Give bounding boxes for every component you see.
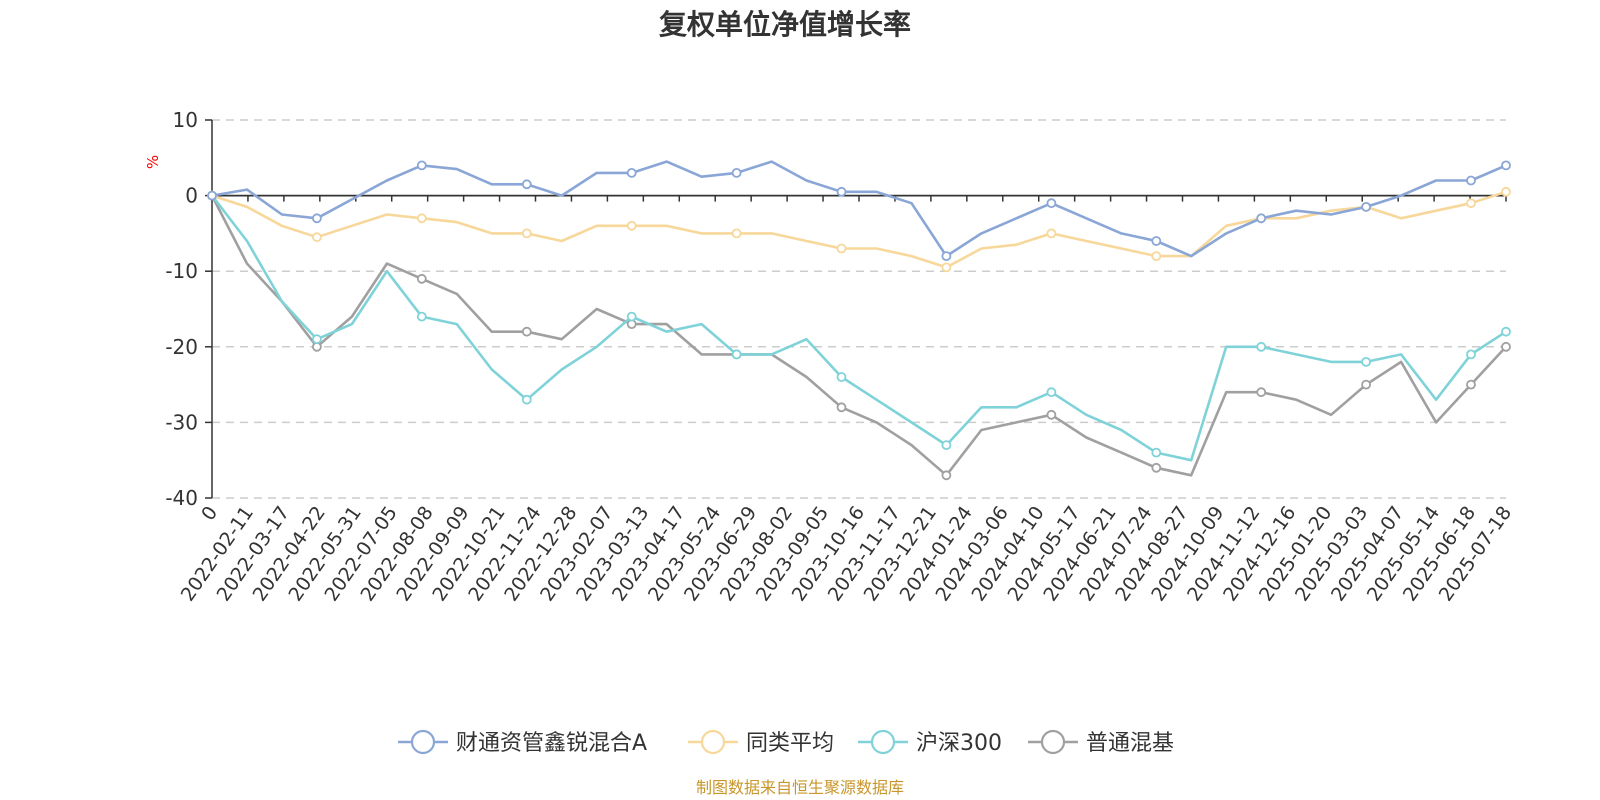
data-point: [1151, 447, 1162, 458]
data-point: [416, 311, 427, 322]
data-point: [416, 160, 427, 171]
data-point: [731, 167, 742, 178]
data-point: [1046, 387, 1057, 398]
x-tick-label: 0: [197, 502, 222, 525]
y-tick-label: -20: [165, 335, 198, 359]
data-point: [941, 251, 952, 262]
data-point: [1466, 198, 1476, 209]
legend-item[interactable]: 同类平均: [688, 729, 834, 756]
chart-title: 复权单位净值增长率: [659, 8, 911, 41]
data-point: [836, 402, 847, 413]
data-point: [1466, 175, 1476, 186]
data-point: [731, 228, 742, 239]
data-point: [1466, 349, 1476, 360]
data-point: [941, 262, 952, 273]
y-tick-label: -40: [165, 486, 198, 510]
data-point: [941, 470, 952, 481]
data-point: [626, 167, 637, 178]
data-point: [1501, 326, 1511, 337]
data-point: [521, 394, 532, 405]
y-axis-unit-label: %: [144, 155, 162, 169]
data-point: [416, 213, 427, 224]
data-point: [416, 273, 427, 284]
data-point: [1466, 379, 1476, 390]
legend-marker-icon: [700, 729, 726, 755]
data-point: [1361, 379, 1371, 390]
data-point: [1256, 341, 1267, 352]
data-point: [836, 186, 847, 197]
data-point: [1151, 462, 1162, 473]
series-line: [210, 195, 1507, 477]
legend-marker-icon: [410, 729, 436, 755]
legend-label: 普通混基: [1086, 731, 1174, 756]
data-point: [521, 179, 532, 190]
data-point: [1501, 160, 1511, 171]
data-point: [941, 440, 952, 451]
data-point: [1501, 341, 1511, 352]
legend-label: 沪深300: [916, 731, 1002, 756]
data-point: [731, 349, 742, 360]
series-line: [211, 190, 1507, 269]
data-point: [1361, 201, 1371, 212]
legend-item[interactable]: 财通资管鑫锐混合A: [398, 729, 647, 756]
data-point: [626, 311, 637, 322]
data-point: [626, 220, 637, 231]
data-point: [1361, 356, 1371, 367]
series-lines: [207, 160, 1511, 481]
y-tick-label: -30: [165, 410, 198, 434]
data-point: [521, 228, 532, 239]
y-tick-label: -10: [165, 259, 198, 283]
legend-marker-icon: [1040, 729, 1066, 755]
data-point: [311, 232, 322, 243]
series-line: [211, 160, 1507, 258]
data-point: [1046, 409, 1057, 420]
data-point: [1151, 236, 1162, 246]
data-point: [311, 334, 322, 345]
legend-label: 同类平均: [746, 731, 834, 756]
data-point: [1501, 186, 1511, 197]
axes: 100-10-20-30-4002022-02-112022-03-172022…: [165, 108, 1516, 605]
data-point: [1256, 213, 1267, 224]
legend-label: 财通资管鑫锐混合A: [456, 731, 647, 756]
data-point: [1046, 228, 1057, 239]
y-tick-label: 10: [173, 108, 198, 132]
data-point: [836, 372, 847, 382]
data-point: [1046, 198, 1057, 209]
data-point: [1151, 251, 1162, 262]
legend-item[interactable]: 普通混基: [1028, 729, 1174, 756]
legend-marker-icon: [870, 729, 896, 755]
series-line: [210, 194, 1507, 462]
data-point: [521, 326, 532, 337]
data-point: [836, 243, 847, 254]
data-point: [311, 213, 322, 224]
legend-item[interactable]: 沪深300: [858, 729, 1002, 756]
data-point: [207, 190, 217, 201]
legend: 财通资管鑫锐混合A 同类平均 沪深300 普通混基: [398, 729, 1174, 756]
y-tick-label: 0: [185, 184, 198, 208]
grid-lines: [212, 119, 1506, 499]
source-note: 制图数据来自恒生聚源数据库: [696, 778, 904, 797]
data-point: [1256, 387, 1267, 398]
